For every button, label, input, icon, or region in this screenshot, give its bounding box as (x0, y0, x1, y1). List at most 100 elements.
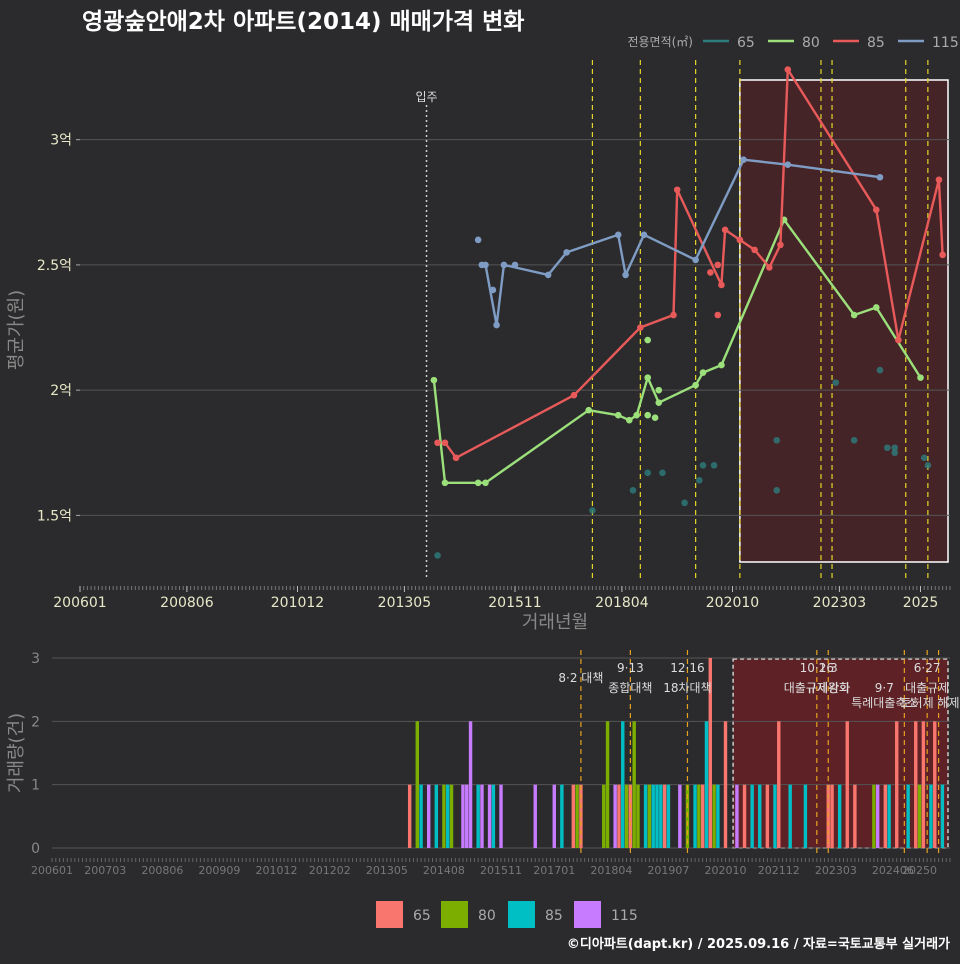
volume-bar-85 (704, 721, 709, 848)
volume-x-tick-label: 201907 (647, 864, 689, 877)
policy-label: 종합대책 (608, 680, 652, 695)
volume-bar-85 (659, 784, 663, 848)
y-tick-label: 1.5억 (37, 508, 72, 524)
data-point-80 (614, 411, 622, 419)
volume-x-tick-label: 200909 (198, 864, 240, 877)
volume-bar-115 (613, 784, 617, 848)
data-point-115 (511, 261, 519, 269)
volume-y-tick-label: 1 (31, 778, 40, 794)
volume-y-tick-label: 3 (31, 651, 40, 667)
volume-bar-80 (872, 784, 876, 848)
volume-bar-85 (491, 784, 496, 848)
data-point-80 (718, 361, 725, 369)
data-point-80 (441, 479, 449, 487)
x-tick-label: 201804 (595, 595, 649, 611)
data-point-80 (644, 374, 652, 381)
legend-box-label-115: 115 (611, 908, 638, 924)
volume-bar-85 (837, 784, 842, 848)
data-point-85 (935, 176, 943, 184)
volume-bar-65 (708, 658, 712, 848)
data-point-115 (784, 161, 792, 169)
legend-box-65 (376, 901, 403, 928)
volume-bar-115 (735, 784, 739, 848)
data-point-85 (721, 226, 729, 234)
data-point-115 (493, 321, 500, 329)
data-point-65 (710, 461, 718, 469)
volume-bar-65 (723, 721, 728, 848)
volume-x-tick-label: 201408 (423, 864, 465, 877)
data-point-85 (777, 241, 784, 249)
volume-bar-80 (632, 721, 636, 848)
volume-bar-85 (446, 784, 450, 848)
volume-bar-80 (575, 784, 579, 848)
volume-bar-80 (602, 784, 606, 848)
data-point-80 (633, 411, 640, 419)
volume-bar-65 (921, 721, 926, 848)
volume-bar-65 (662, 784, 667, 848)
volume-bar-65 (895, 721, 899, 848)
volume-x-tick-label: 201202 (309, 864, 351, 877)
legend-label-65: 65 (737, 35, 755, 51)
data-point-65 (876, 366, 884, 374)
volume-bar-85 (750, 784, 754, 848)
x-tick-label: 202303 (813, 595, 866, 611)
data-point-85 (670, 311, 677, 319)
volume-bar-85 (666, 784, 671, 848)
volume-bar-65 (830, 784, 834, 848)
data-point-115 (482, 261, 489, 269)
x-axis-title: 거래년월 (522, 612, 588, 633)
source-caption: ©디아파트(dapt.kr) / 2025.09.16 / 자료=국토교통부 실… (567, 936, 950, 952)
volume-x-tick-label: 202112 (758, 864, 800, 877)
policy-label: 토허제 해제 (900, 696, 959, 710)
data-point-85 (895, 336, 902, 344)
y-axis-title: 평균가(원) (6, 290, 27, 370)
data-point-80 (585, 406, 593, 414)
policy-label: 12·16 (670, 661, 704, 675)
data-point-115 (614, 231, 622, 239)
volume-bar-115 (468, 721, 473, 848)
legend-title: 전용면적(㎡) (627, 35, 693, 49)
volume-bar-85 (651, 784, 655, 848)
data-point-65 (699, 461, 707, 469)
volume-x-tick-label: 200703 (84, 864, 126, 877)
volume-bar-65 (765, 784, 770, 848)
x-tick-label: 201511 (488, 595, 541, 611)
volume-x-tick-label: 201701 (533, 864, 575, 877)
data-point-65 (629, 487, 637, 494)
volume-x-tick-label: 200806 (141, 864, 183, 877)
data-point-85 (751, 246, 758, 254)
volume-bar-85 (693, 784, 697, 848)
data-point-65 (696, 477, 703, 484)
volume-bar-80 (647, 784, 652, 848)
data-point-65 (832, 379, 840, 386)
volume-bar-115 (480, 784, 484, 848)
data-point-115 (474, 236, 482, 244)
data-point-85 (718, 281, 725, 289)
data-point-80 (430, 376, 438, 384)
policy-label: 대출규제강화 (784, 681, 850, 695)
data-point-80 (655, 386, 663, 394)
volume-bar-85 (560, 784, 564, 848)
volume-bar-85 (758, 784, 762, 848)
volume-x-tick-label: 201012 (256, 864, 298, 877)
volume-legend: 65 80 85 115 (376, 901, 638, 928)
volume-bar-85 (716, 784, 720, 848)
data-point-80 (651, 414, 659, 421)
x-tick-label: 200601 (53, 595, 106, 611)
volume-x-tick-label: 202303 (815, 864, 857, 877)
volume-bar-85 (788, 784, 792, 848)
x-tick-label: 201012 (271, 595, 324, 611)
data-point-115 (563, 249, 570, 256)
data-point-80 (644, 411, 652, 419)
volume-bar-65 (933, 721, 937, 848)
policy-label: 대출규제 (905, 681, 949, 695)
volume-bar-80 (449, 784, 454, 848)
price-plot: 1.5억 2억 2.5억 3억 200601 200806 201012 201305 2015… (6, 35, 959, 633)
volume-bar-115 (465, 784, 469, 848)
data-point-65 (589, 507, 596, 514)
y-tick-label: 2억 (50, 383, 72, 399)
policy-label: 18차대책 (663, 680, 711, 695)
volume-bar-65 (777, 721, 781, 848)
data-point-85 (707, 269, 714, 276)
